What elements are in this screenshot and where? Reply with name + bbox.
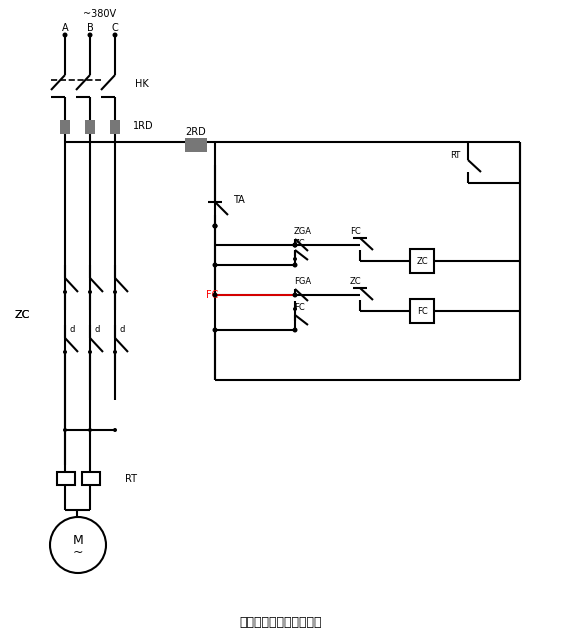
Circle shape: [113, 428, 117, 432]
Text: 1RD: 1RD: [133, 121, 154, 131]
Circle shape: [50, 517, 106, 573]
Text: ZC: ZC: [14, 310, 30, 320]
Circle shape: [113, 350, 117, 354]
Text: ZC: ZC: [350, 277, 361, 286]
Circle shape: [63, 290, 67, 294]
Circle shape: [293, 293, 297, 297]
Bar: [185, 138, 207, 152]
Bar: [410, 249, 434, 273]
Text: FC: FC: [350, 227, 361, 236]
Text: d: d: [69, 325, 75, 334]
Text: FC: FC: [417, 306, 427, 315]
Text: RT: RT: [450, 152, 460, 160]
Text: 2RD: 2RD: [186, 127, 207, 137]
Circle shape: [212, 223, 217, 229]
Bar: [410, 299, 434, 323]
Circle shape: [212, 263, 217, 268]
Circle shape: [293, 243, 297, 248]
Circle shape: [113, 33, 118, 37]
Bar: [85, 120, 95, 134]
Bar: [110, 120, 120, 134]
Text: C: C: [111, 23, 118, 33]
Text: TA: TA: [233, 195, 245, 205]
Circle shape: [293, 327, 297, 333]
Circle shape: [88, 350, 92, 354]
Circle shape: [88, 428, 92, 432]
Circle shape: [212, 293, 217, 297]
Circle shape: [113, 290, 117, 294]
Text: 接触器联锁的正反转控制: 接触器联锁的正反转控制: [240, 616, 322, 629]
Text: ZGA: ZGA: [294, 227, 312, 236]
Bar: [60, 120, 70, 134]
Text: FGA: FGA: [294, 277, 311, 286]
Circle shape: [63, 350, 67, 354]
Text: FC: FC: [206, 290, 218, 300]
Circle shape: [293, 243, 297, 248]
Text: d: d: [119, 325, 124, 334]
Circle shape: [87, 33, 92, 37]
Circle shape: [293, 257, 297, 261]
Text: ~380V: ~380V: [83, 9, 117, 19]
Circle shape: [293, 307, 297, 311]
Text: ZC: ZC: [294, 238, 306, 248]
Text: A: A: [62, 23, 68, 33]
Circle shape: [62, 33, 68, 37]
Text: B: B: [87, 23, 93, 33]
Text: ~: ~: [73, 546, 83, 559]
Circle shape: [63, 428, 67, 432]
Text: RT: RT: [125, 474, 137, 484]
Text: d: d: [95, 325, 100, 334]
Text: M: M: [73, 534, 83, 546]
Text: HK: HK: [135, 79, 149, 89]
Bar: [82, 472, 100, 485]
Circle shape: [88, 290, 92, 294]
Circle shape: [212, 327, 217, 333]
Text: ZC: ZC: [416, 257, 428, 266]
Text: FC: FC: [294, 304, 305, 313]
Text: ZC: ZC: [14, 310, 30, 320]
Circle shape: [212, 223, 217, 229]
Bar: [57, 472, 75, 485]
Circle shape: [293, 263, 297, 268]
